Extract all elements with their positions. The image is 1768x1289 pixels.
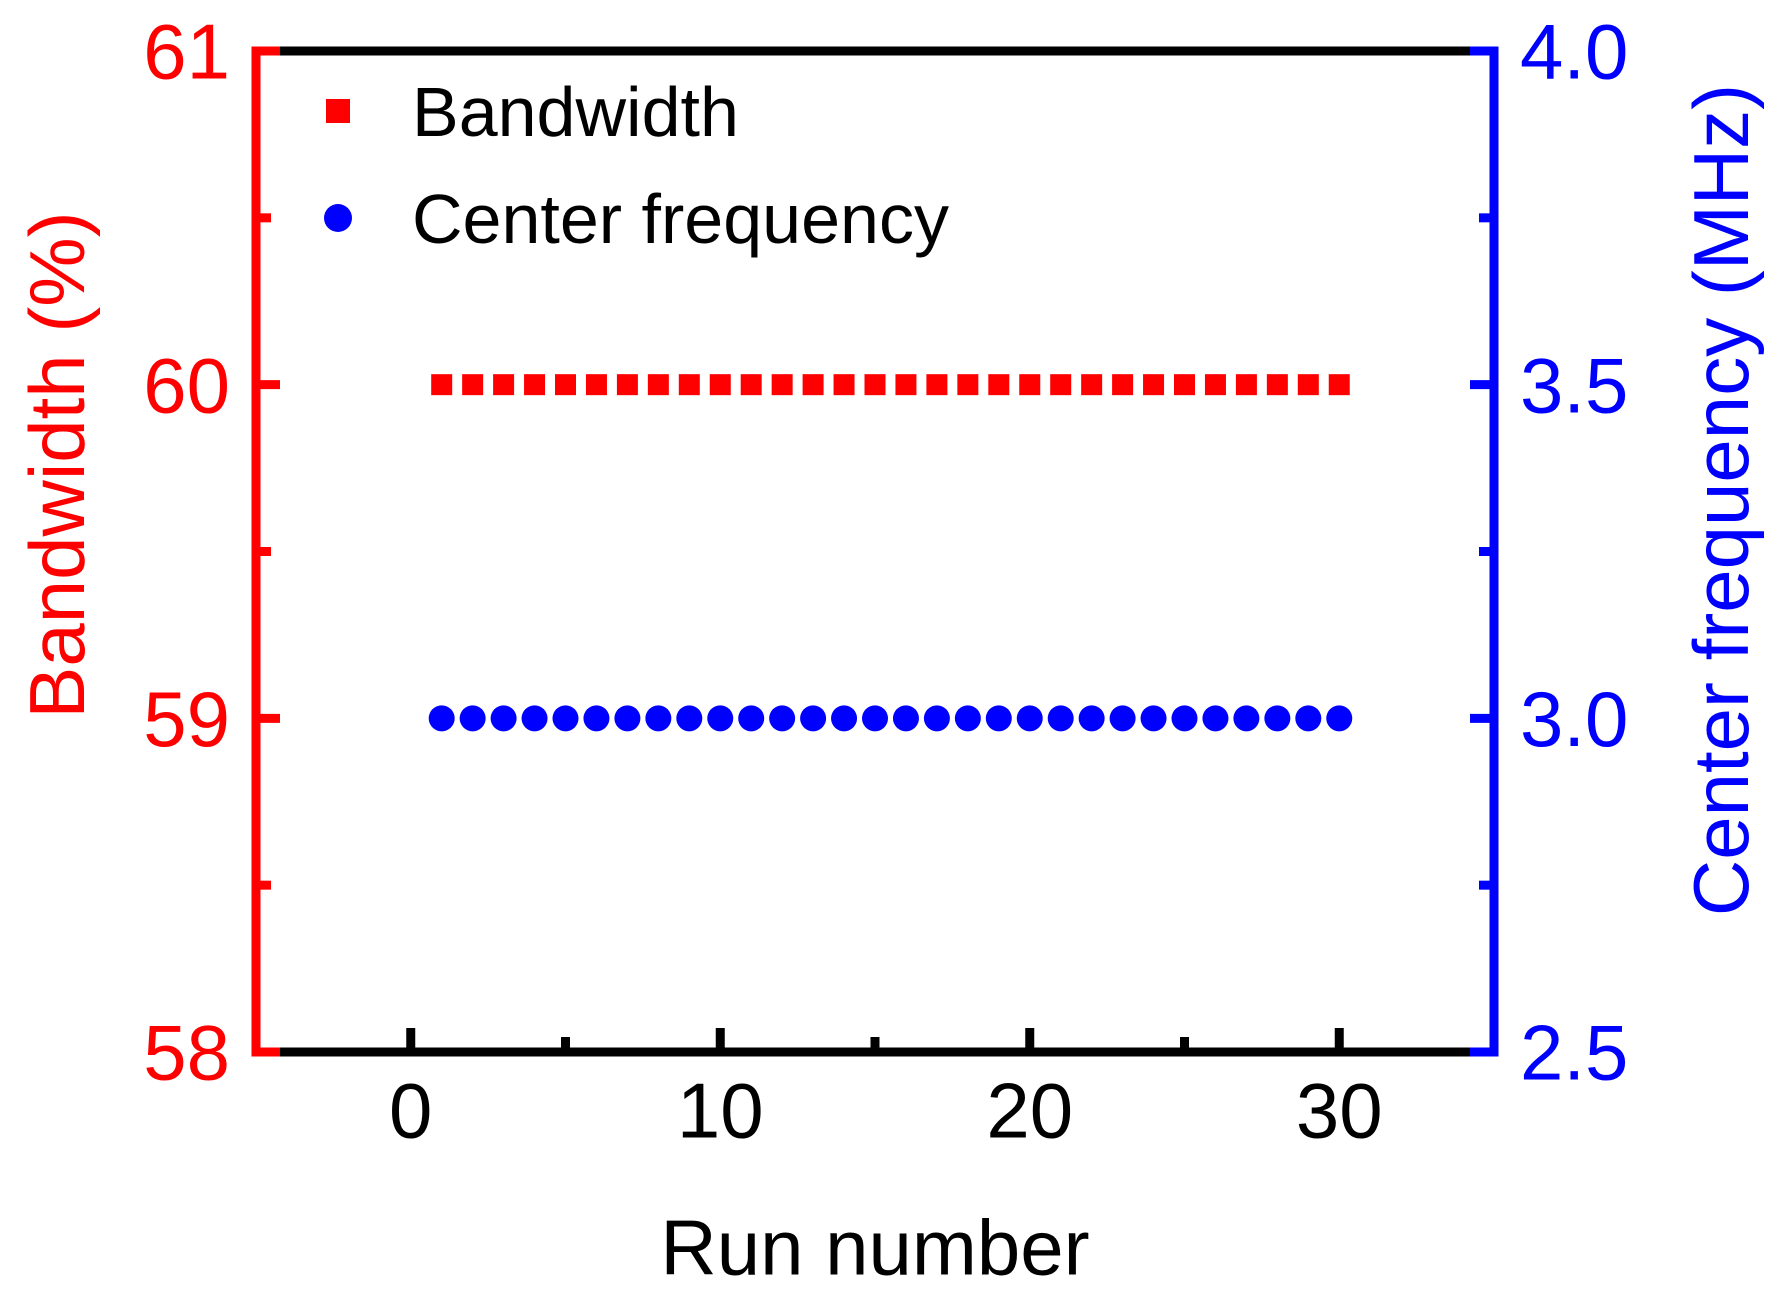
bandwidth-square-marker [709,374,731,396]
series-layer [428,374,1353,732]
series-bandwidth [431,374,1350,396]
bandwidth-square-marker [1019,374,1041,396]
center-frequency-circle-marker [459,705,486,732]
bandwidth-square-marker [740,374,762,396]
center-frequency-circle-marker [614,705,641,732]
bandwidth-square-marker [833,374,855,396]
center-frequency-circle-marker [923,705,950,732]
center-frequency-circle-marker [831,705,858,732]
center-frequency-circle-marker [490,705,517,732]
center-frequency-circle-marker [1295,705,1322,732]
left-axis-tick-label: 59 [143,675,230,763]
bandwidth-square-marker [988,374,1010,396]
center-frequency-circle-marker [1109,705,1136,732]
center-frequency-circle-marker [738,705,765,732]
bandwidth-square-marker [678,374,700,396]
bandwidth-square-marker [555,374,576,396]
center-frequency-circle-marker [1140,705,1167,732]
center-frequency-circle-marker [985,705,1012,732]
right-axis: 2.5 3.0 3.5 4.0 Center frequency (MHz) [1470,8,1765,1097]
legend-label: Center frequency [412,180,949,258]
center-frequency-circle-marker [1016,705,1043,732]
center-frequency-circle-marker [521,705,548,732]
center-frequency-circle-marker [892,705,919,732]
center-frequency-circle-marker [1171,705,1198,732]
right-axis-tick-label: 3.0 [1520,675,1628,763]
left-axis-tick-label: 60 [143,341,230,429]
right-axis-tick-label: 3.5 [1520,341,1628,429]
bandwidth-square-marker [802,374,824,396]
x-axis-tick-label: 10 [677,1067,764,1155]
bandwidth-square-marker [771,374,793,396]
center-frequency-circle-marker [428,705,455,732]
legend: Bandwidth Center frequency [324,73,949,258]
bandwidth-square-marker [1297,374,1319,396]
center-frequency-circle-marker [800,705,827,732]
left-axis-tick-label: 61 [143,8,230,96]
bandwidth-square-marker [1204,374,1226,396]
bandwidth-square-marker [616,374,638,396]
series-center-frequency [428,705,1353,732]
legend-label: Bandwidth [412,73,739,151]
left-axis: 58 59 60 61 Bandwidth (%) [13,8,280,1097]
bandwidth-square-marker [524,374,546,396]
right-axis-tick-label: 4.0 [1520,8,1628,96]
bandwidth-square-marker [585,374,607,396]
bandwidth-square-marker [462,374,484,396]
left-axis-title: Bandwidth (%) [13,211,101,718]
x-axis-tick-label: 20 [986,1067,1073,1155]
center-frequency-circle-marker [1233,705,1260,732]
bandwidth-square-marker [1112,374,1134,396]
center-frequency-circle-marker [1202,705,1229,732]
center-frequency-circle-marker [769,705,796,732]
x-axis: 0 10 20 30 Run number [389,1028,1383,1289]
right-axis-title: Center frequency (MHz) [1677,84,1765,916]
bandwidth-square-marker [895,374,917,396]
bandwidth-square-marker [1266,374,1288,396]
x-axis-tick-label: 30 [1296,1067,1383,1155]
x-axis-tick-label: 0 [389,1067,432,1155]
center-frequency-circle-marker [1047,705,1074,732]
legend-square-icon [326,99,350,123]
center-frequency-circle-marker [954,705,981,732]
x-axis-title: Run number [660,1204,1089,1289]
legend-circle-icon [324,204,352,232]
bandwidth-square-marker [493,374,515,396]
bandwidth-square-marker [1174,374,1195,396]
bandwidth-square-marker [864,374,886,396]
bandwidth-square-marker [1081,374,1103,396]
center-frequency-circle-marker [676,705,703,732]
bandwidth-square-marker [1328,374,1350,396]
bandwidth-square-marker [957,374,979,396]
bandwidth-square-marker [1235,374,1257,396]
bandwidth-square-marker [647,374,669,396]
bandwidth-square-marker [1050,374,1072,396]
bandwidth-square-marker [431,374,453,396]
center-frequency-circle-marker [1264,705,1291,732]
center-frequency-circle-marker [552,705,579,732]
center-frequency-circle-marker [707,705,734,732]
left-axis-tick-label: 58 [143,1009,230,1097]
center-frequency-circle-marker [645,705,672,732]
center-frequency-circle-marker [1078,705,1105,732]
center-frequency-circle-marker [1326,705,1353,732]
center-frequency-circle-marker [862,705,888,732]
bandwidth-square-marker [1143,374,1165,396]
center-frequency-circle-marker [583,705,610,732]
right-axis-tick-label: 2.5 [1520,1009,1628,1097]
bandwidth-square-marker [926,374,948,396]
